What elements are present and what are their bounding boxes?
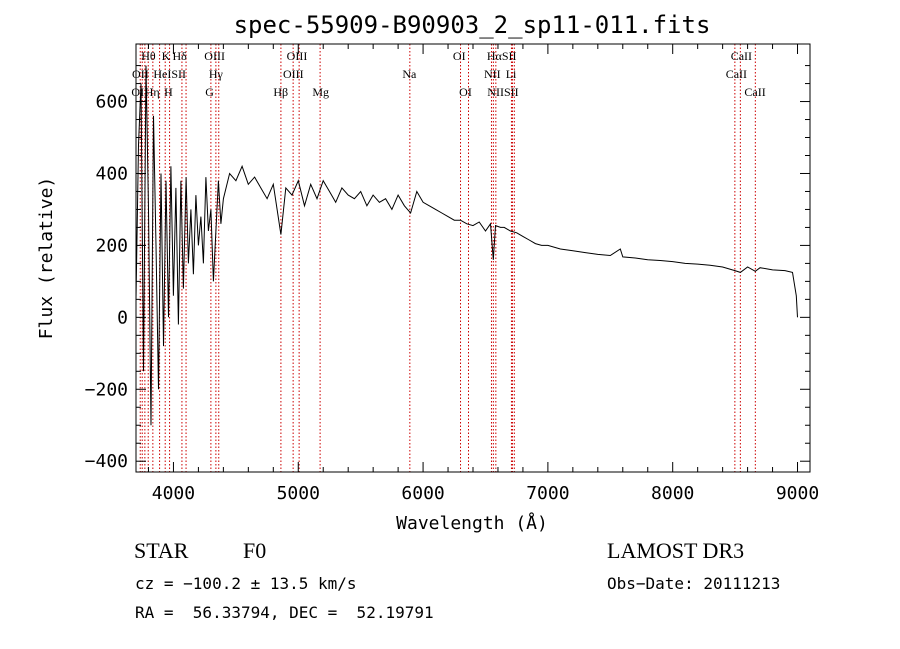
flux-series-line [135,65,798,426]
x-axis: 4000 5000 6000 7000 8000 9000 [147,44,819,504]
x-tick-label: 9000 [776,483,819,504]
survey-name: LAMOST DR3 [607,538,745,563]
marker-label: OIII [283,67,304,81]
x-tick-label: 4000 [152,483,195,504]
marker-label: HαSII [487,49,517,63]
marker-label: Hθ [141,49,156,63]
marker-label: K [162,49,171,63]
object-type: STAR [134,538,189,563]
x-tick-label: 5000 [277,483,320,504]
y-axis: −400 −200 0 200 400 600 [85,65,810,472]
x-tick-label: 7000 [526,483,569,504]
x-tick-label: 8000 [651,483,694,504]
marker-label: G [205,85,214,99]
marker-label: Hη [145,85,160,99]
y-tick-label: 400 [95,163,128,184]
marker-label: Hδ [173,49,188,63]
marker-label: Hβ [273,85,288,99]
y-tick-label: −400 [85,451,128,472]
marker-label: OIII [287,49,308,63]
marker-label: CaII [726,67,747,81]
marker-label: NIISII [487,85,518,99]
marker-label: Li [506,67,517,81]
x-axis-label: Wavelength (Å) [396,512,548,534]
marker-label: NII [484,67,501,81]
x-tick-label: 6000 [401,483,444,504]
marker-label: HeISII [153,67,186,81]
redshift-velocity: cz = −100.2 ± 13.5 km/s [135,574,357,593]
plot-frame [135,43,811,473]
object-subclass: F0 [243,538,267,563]
marker-label: Mg [312,85,329,99]
observation-date: Obs−Date: 20111213 [607,574,781,593]
marker-label: CaII [731,49,752,63]
y-tick-label: 600 [95,92,128,113]
y-tick-label: −200 [85,379,128,400]
y-axis-label: Flux (relative) [36,177,57,340]
marker-label: OIII [204,49,225,63]
marker-label: CaII [744,85,765,99]
sky-coordinates: RA = 56.33794, DEC = 52.19791 [135,603,434,622]
line-markers [139,44,756,472]
y-tick-label: 200 [95,235,128,256]
marker-label: OI [459,85,472,99]
chart-title: spec-55909-B90903_2_sp11-011.fits [234,11,711,39]
marker-label: H [164,85,173,99]
marker-label: Hγ [209,67,224,81]
y-tick-label: 0 [117,307,128,328]
marker-label: Na [402,67,417,81]
marker-label: OI [453,49,466,63]
